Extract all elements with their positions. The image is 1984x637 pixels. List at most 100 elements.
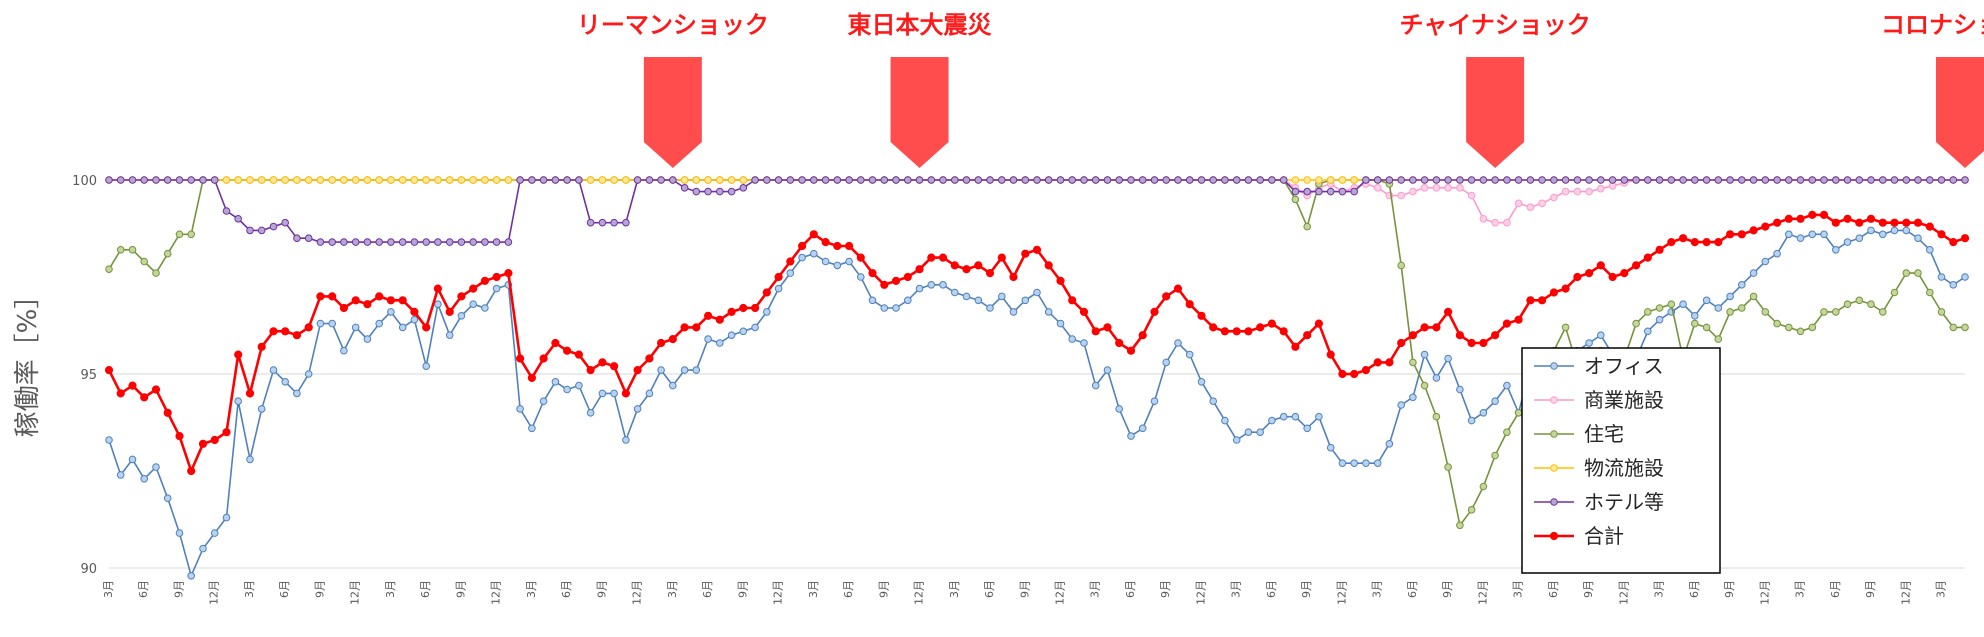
- data-point: [257, 342, 266, 351]
- data-point: [316, 176, 325, 184]
- data-point: [610, 389, 618, 398]
- data-point: [586, 366, 595, 375]
- x-tick-label: 12月: [772, 580, 785, 605]
- data-point: [1291, 195, 1300, 204]
- y-tick-95: 95: [80, 368, 97, 383]
- data-point: [328, 292, 337, 301]
- data-point: [868, 269, 877, 278]
- data-point: [1561, 323, 1570, 332]
- data-point: [1502, 319, 1512, 328]
- data-point: [1737, 230, 1746, 239]
- x-tick-label: 9月: [1018, 580, 1031, 598]
- data-point: [410, 238, 419, 246]
- data-point: [140, 257, 148, 266]
- data-point: [140, 393, 149, 402]
- data-point: [1420, 176, 1429, 184]
- data-point: [128, 381, 137, 390]
- legend-entry-5: 合計: [1534, 524, 1624, 548]
- x-tick-label: 9月: [313, 580, 326, 598]
- data-point: [962, 265, 971, 274]
- data-point: [645, 176, 654, 184]
- data-point: [1819, 210, 1829, 219]
- data-point: [316, 292, 325, 301]
- data-point: [692, 366, 701, 374]
- data-point: [1855, 176, 1864, 184]
- data-point: [715, 315, 724, 324]
- data-point: [1326, 187, 1335, 196]
- data-point: [1785, 323, 1793, 332]
- x-tick-label: 9月: [1582, 580, 1595, 598]
- data-point: [1467, 506, 1476, 514]
- data-point: [398, 323, 407, 332]
- data-point: [1738, 176, 1746, 184]
- data-point: [481, 238, 489, 246]
- data-point: [1162, 358, 1170, 367]
- data-point: [504, 176, 513, 184]
- data-point: [1632, 176, 1640, 184]
- x-tick-label: 6月: [701, 580, 714, 598]
- data-point: [716, 339, 724, 347]
- data-point: [210, 435, 219, 445]
- x-tick-label: 9月: [595, 580, 608, 598]
- legend-swatch-marker: [1550, 464, 1558, 472]
- data-point: [1667, 176, 1676, 184]
- data-point: [1749, 269, 1758, 277]
- data-point: [1679, 234, 1688, 243]
- data-point: [163, 176, 172, 184]
- data-point: [1773, 218, 1782, 227]
- data-point: [316, 238, 325, 246]
- data-point: [1585, 187, 1593, 196]
- data-point: [1749, 226, 1758, 235]
- data-point: [445, 331, 454, 340]
- data-point: [575, 381, 583, 390]
- data-point: [1444, 176, 1452, 184]
- data-point: [1303, 424, 1311, 433]
- data-point: [128, 176, 137, 184]
- data-point: [1350, 187, 1358, 196]
- data-point: [798, 241, 807, 251]
- x-tick-label: 3月: [102, 580, 115, 598]
- data-point: [1350, 459, 1358, 468]
- data-point: [1479, 409, 1488, 417]
- data-point: [1890, 226, 1899, 235]
- data-point: [105, 265, 113, 274]
- data-point: [1409, 187, 1417, 196]
- x-tick-label: 6月: [842, 580, 855, 598]
- data-point: [1479, 215, 1488, 223]
- data-point: [551, 338, 560, 348]
- data-point: [304, 370, 313, 378]
- data-point: [457, 292, 466, 301]
- data-point: [1890, 218, 1899, 227]
- data-point: [351, 238, 360, 246]
- data-point: [1855, 234, 1864, 242]
- data-point: [457, 312, 466, 320]
- data-point: [574, 350, 584, 359]
- legend-entry-0: オフィス: [1534, 354, 1664, 378]
- data-point: [1033, 288, 1041, 297]
- data-point: [245, 389, 255, 398]
- data-point: [1479, 482, 1488, 491]
- data-point: [210, 529, 219, 537]
- data-point: [269, 327, 278, 336]
- data-point: [1256, 428, 1264, 437]
- data-point: [1314, 319, 1324, 328]
- data-point: [1044, 261, 1053, 270]
- data-point: [1444, 463, 1452, 471]
- data-point: [1866, 214, 1876, 223]
- data-point: [1409, 393, 1417, 402]
- x-tick-label: 3月: [384, 580, 397, 598]
- data-point: [1855, 296, 1864, 305]
- data-point: [974, 261, 983, 270]
- data-point: [469, 300, 478, 309]
- data-point: [1350, 176, 1358, 184]
- data-point: [1937, 273, 1946, 281]
- x-tick-label: 6月: [1829, 580, 1842, 598]
- data-point: [704, 176, 712, 184]
- data-point: [1526, 203, 1535, 211]
- data-point: [1738, 281, 1746, 289]
- data-point: [1373, 358, 1382, 367]
- data-point: [1785, 176, 1793, 184]
- data-point: [1561, 284, 1570, 293]
- data-point: [903, 272, 912, 282]
- data-point: [1091, 176, 1100, 184]
